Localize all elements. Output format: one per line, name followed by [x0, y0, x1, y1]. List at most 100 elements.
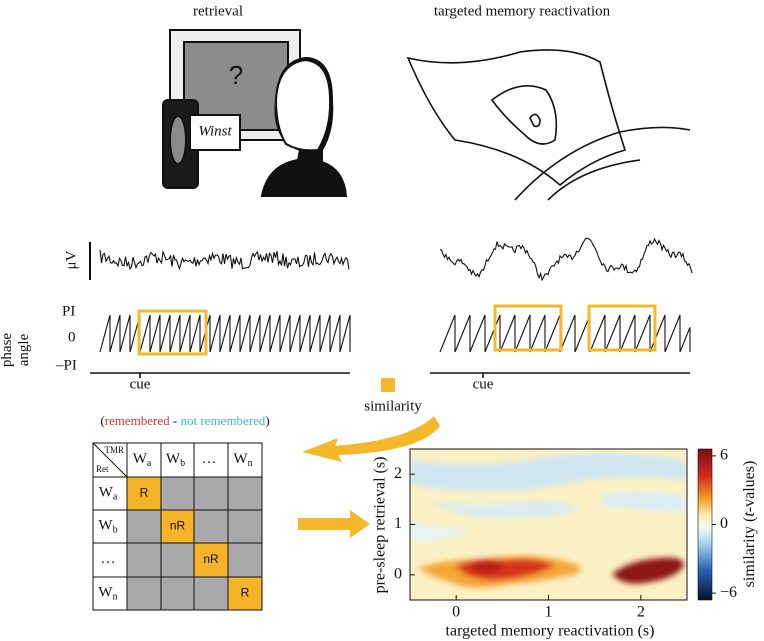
matrix-cell: [160, 442, 195, 478]
matrix-label: Wn: [233, 451, 252, 469]
label-base: W: [98, 518, 113, 534]
x-axis-label: targeted memory reactivation (s): [446, 623, 655, 640]
matrix-cell: [126, 542, 162, 578]
colorbar-label-part: -values): [741, 461, 758, 513]
matrix-cell: [227, 542, 263, 578]
matrix-cell: [92, 509, 128, 544]
matrix-label: Wa: [133, 451, 152, 469]
x-tick-label: 1: [545, 604, 553, 621]
matrix-cell: [193, 476, 229, 511]
matrix-cell: [227, 509, 263, 544]
label-base: W: [98, 585, 113, 601]
matrix-label: Wa: [99, 485, 118, 503]
colorbar: [697, 448, 713, 601]
colorbar-label-part: similarity (: [741, 517, 758, 588]
colorbar-tick-label: −6: [720, 584, 737, 601]
cell-label: nR: [203, 552, 219, 566]
matrix-cell: [193, 576, 229, 611]
corner-diagonal: [92, 442, 128, 478]
matrix-cell: [126, 476, 162, 511]
label-sub: n: [113, 592, 118, 603]
time-axes: [90, 372, 690, 378]
phase-trace: [99, 314, 351, 353]
arrows: [298, 378, 440, 538]
matrix-cell: [126, 576, 162, 611]
phase-tick: PI: [62, 303, 75, 319]
matrix-cell: [126, 442, 162, 478]
matrix-cell: [227, 576, 263, 611]
cell-label: R: [140, 486, 149, 500]
legend-remembered: remembered: [105, 413, 170, 428]
computer-illustration: [162, 29, 348, 197]
legend-paren: ): [265, 413, 269, 428]
label-base: …: [101, 551, 116, 567]
phase-label-line: phase: [0, 333, 15, 367]
phase-label: phaseangle: [0, 333, 32, 367]
eeg-traces: [99, 237, 693, 353]
y-axis-label: pre-sleep retrieval (s): [372, 457, 389, 594]
phase-tick: 0: [68, 329, 76, 345]
y-tick-label: 1: [394, 515, 402, 532]
matrix-cell: [160, 476, 195, 511]
x-tick-label: 2: [637, 604, 645, 621]
panel-title: retrieval: [193, 3, 243, 19]
legend-paren: (: [100, 413, 104, 428]
screen-symbol: ?: [229, 60, 243, 90]
eeg-trace: [439, 237, 693, 282]
legend: (remembered - not remembered): [100, 413, 269, 428]
label-base: W: [166, 451, 181, 467]
matrix-label: …: [101, 551, 116, 567]
label-base: W: [99, 485, 114, 501]
colorbar-label: similarity (t-values): [741, 461, 758, 588]
colorbar-tick-label: 6: [720, 447, 728, 464]
matrix-cell: [227, 476, 263, 511]
phase-label-line: angle: [16, 333, 32, 366]
label-sub: n: [248, 458, 253, 469]
matrix-cell: [160, 542, 195, 578]
label-sub: b: [180, 458, 185, 469]
cell-label: R: [241, 586, 250, 600]
cell-label: nR: [170, 519, 186, 533]
matrix-label: Wb: [166, 451, 185, 469]
label-base: W: [233, 451, 248, 467]
legend-separator: -: [170, 413, 181, 428]
matrix-cell: [160, 576, 195, 611]
matrix-label: …: [202, 451, 217, 467]
phase-trace: [439, 314, 691, 353]
matrix-cell: [92, 476, 128, 511]
legend-not-remembered: not remembered: [180, 413, 265, 428]
matrix-label: Wn: [98, 585, 117, 603]
amplitude-unit: μV: [63, 250, 79, 269]
label-sub: b: [113, 525, 118, 536]
y-tick-label: 2: [394, 465, 402, 482]
colorbar-tick-label: 0: [720, 515, 728, 532]
similarity-label: similarity: [364, 398, 422, 414]
matrix-cell: [126, 509, 162, 544]
corner-label: TMR: [104, 445, 124, 455]
x-tick-label: 0: [452, 604, 460, 621]
matrix-cell: [193, 442, 229, 478]
label-sub: a: [147, 458, 152, 469]
matrix-cell: [92, 576, 128, 611]
cue-word: Winst: [198, 123, 232, 139]
colorbar-label-part: t: [741, 512, 758, 517]
cue-label: cue: [473, 376, 494, 392]
heatmap: [410, 449, 687, 600]
matrix-cell: [193, 542, 229, 578]
sleeper-illustration: [406, 49, 691, 201]
corner-label: Ret: [96, 464, 109, 474]
highlight-boxes: [137, 304, 657, 356]
matrix-label: Wb: [98, 518, 117, 536]
label-sub: a: [113, 492, 118, 503]
matrix-cell: [227, 442, 263, 478]
eeg-trace: [99, 249, 350, 271]
panel-title: targeted memory reactivation: [434, 3, 611, 19]
y-tick-label: 0: [394, 566, 402, 583]
label-base: W: [133, 451, 148, 467]
phase-tick: –PI: [55, 357, 77, 373]
cue-label: cue: [130, 376, 151, 392]
label-base: …: [202, 451, 217, 467]
